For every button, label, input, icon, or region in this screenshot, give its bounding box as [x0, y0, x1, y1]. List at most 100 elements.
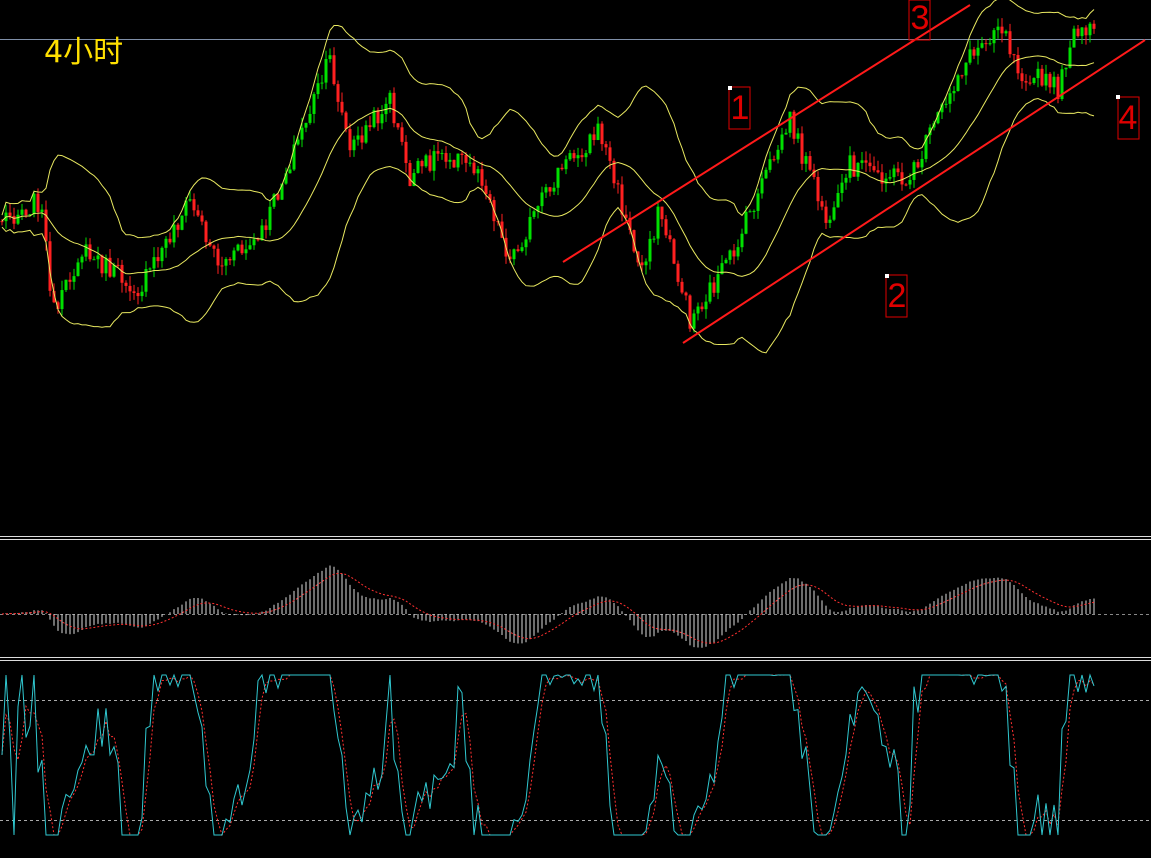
candle-body [68, 279, 72, 282]
timeframe-title: 4小时 [44, 35, 123, 70]
candle-body [980, 43, 984, 48]
candle-body [852, 155, 856, 177]
candle-body [452, 159, 456, 168]
candle-body [116, 264, 120, 266]
candle-body [432, 151, 436, 171]
candle-body [664, 219, 668, 236]
candle-body [996, 26, 1000, 31]
candle-body [508, 256, 512, 260]
candle-body [196, 210, 200, 216]
candle-body [356, 135, 360, 140]
candle-body [312, 94, 316, 114]
candle-body [168, 238, 172, 243]
candle-body [400, 127, 404, 142]
candle-body [32, 193, 36, 215]
stoch-k [1, 673, 1095, 836]
candle-body [132, 291, 136, 293]
candle-body [376, 110, 380, 124]
label-box [885, 274, 908, 318]
candle-body [500, 221, 504, 238]
candle-body [856, 162, 860, 177]
candle-body [520, 247, 524, 251]
candle-body [100, 255, 104, 274]
candle-body [156, 257, 160, 262]
candle-body [1076, 28, 1080, 37]
candle-body [404, 141, 408, 164]
candle-body [368, 125, 372, 128]
candle-body [800, 133, 804, 164]
candle-body [788, 111, 792, 133]
candle-body [148, 268, 152, 270]
candle-body [268, 206, 272, 230]
candle-body [900, 172, 904, 185]
candle-body [220, 265, 224, 267]
candle-body [924, 135, 928, 159]
candle-body [612, 160, 616, 184]
candle-body [904, 184, 908, 186]
candle-body [768, 159, 772, 170]
candle-body [228, 259, 232, 261]
candle-body [772, 159, 776, 161]
stoch-d [1, 674, 1095, 837]
candle-body [676, 263, 680, 282]
candle-body [180, 215, 184, 230]
candle-body [1072, 28, 1076, 48]
candle-body [380, 114, 384, 124]
candle-body [960, 75, 964, 77]
candle-body [40, 209, 44, 212]
candle-body [524, 239, 528, 248]
candle-body [660, 206, 664, 220]
candle-body [836, 193, 840, 208]
candle-body [320, 82, 324, 84]
channel-label: 3 [911, 0, 930, 37]
candle-body [820, 201, 824, 207]
label-box [728, 86, 751, 130]
candle-body [136, 292, 140, 297]
candle-body [1044, 73, 1048, 86]
candle-body [1060, 69, 1064, 100]
candle-body [96, 255, 100, 260]
candle-body [468, 162, 472, 164]
label-box [908, 0, 931, 41]
candle-body [424, 155, 428, 167]
candle-body [988, 43, 992, 45]
candle-body [160, 247, 164, 262]
candle-body [588, 134, 592, 154]
candle-body [764, 169, 768, 179]
candle-body [624, 214, 628, 218]
candle-body [176, 224, 180, 230]
anchor-dot [1116, 95, 1120, 99]
candle-body [280, 183, 284, 200]
candle-body [64, 279, 68, 291]
candle-body [336, 84, 340, 102]
candle-body [992, 30, 996, 44]
candle-body [256, 239, 260, 241]
candle-body [324, 59, 328, 83]
candle-body [56, 302, 60, 310]
candle-body [720, 263, 724, 275]
candle-body [812, 169, 816, 177]
candle-body [912, 162, 916, 180]
candle-body [328, 55, 332, 60]
candle-body [616, 183, 620, 185]
candle-body [440, 153, 444, 155]
candle-body [72, 276, 76, 282]
candle-body [52, 290, 56, 303]
candle-body [956, 75, 960, 92]
candle-body [576, 155, 580, 159]
candle-body [608, 147, 612, 161]
candle-body [240, 244, 244, 254]
bollinger-band [1, 0, 1095, 239]
candle-body [1000, 26, 1004, 34]
candle-body [272, 194, 276, 207]
candle-body [1068, 47, 1072, 68]
candle-body [792, 111, 796, 139]
candle-body [864, 160, 868, 163]
candle-body [876, 170, 880, 173]
candle-body [984, 43, 988, 45]
candle-body [304, 122, 308, 128]
candle-body [880, 172, 884, 184]
candle-body [708, 282, 712, 302]
candle-body [584, 153, 588, 158]
